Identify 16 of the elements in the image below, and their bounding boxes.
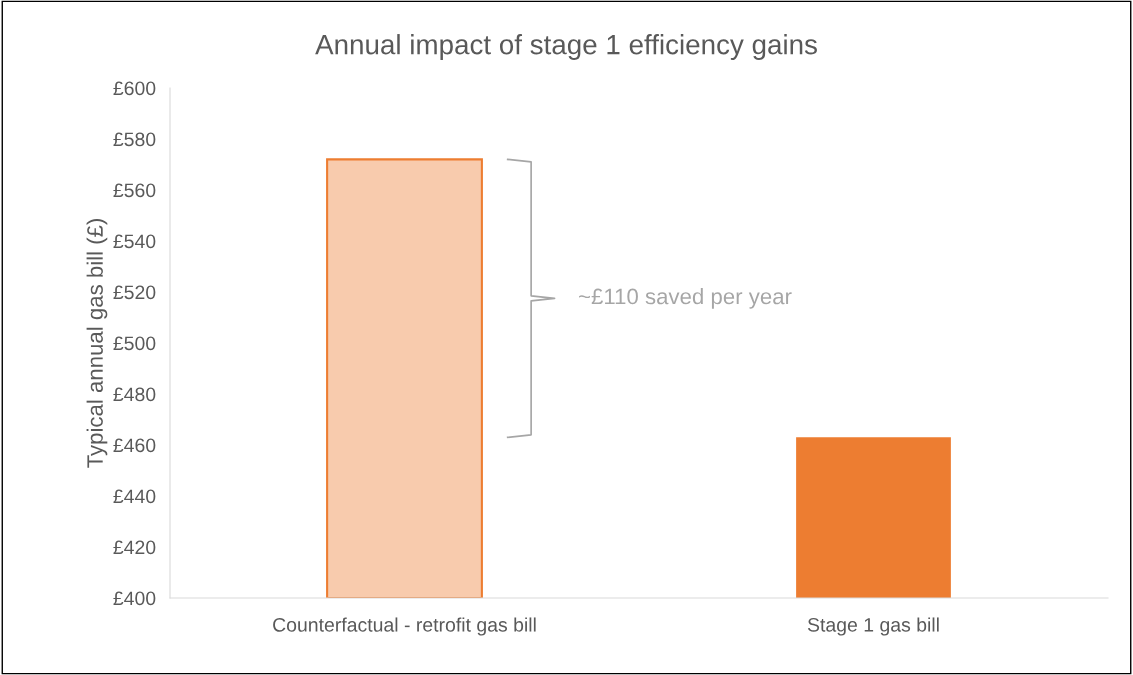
x-tick-label: Counterfactual - retrofit gas bill: [273, 617, 536, 636]
y-tick-label: £580: [113, 132, 156, 147]
y-tick-label: £420: [113, 540, 156, 555]
y-axis-title: Typical annual gas bill (£): [86, 218, 108, 468]
y-tick-label: £600: [113, 81, 156, 96]
y-tick-label: £400: [113, 591, 156, 606]
chart-title: Annual impact of stage 1 efficiency gains: [315, 34, 817, 60]
y-tick-label: £520: [113, 285, 156, 300]
x-tick-label: Stage 1 gas bill: [807, 617, 939, 636]
y-tick-label: £560: [113, 183, 156, 198]
y-tick-label: £440: [113, 489, 156, 504]
y-tick-label: £500: [113, 336, 156, 351]
y-tick-label: £460: [113, 438, 156, 453]
y-tick-label: £540: [113, 234, 156, 249]
y-tick-label: £480: [113, 387, 156, 402]
annotation: ~£110 saved per year: [579, 288, 792, 309]
